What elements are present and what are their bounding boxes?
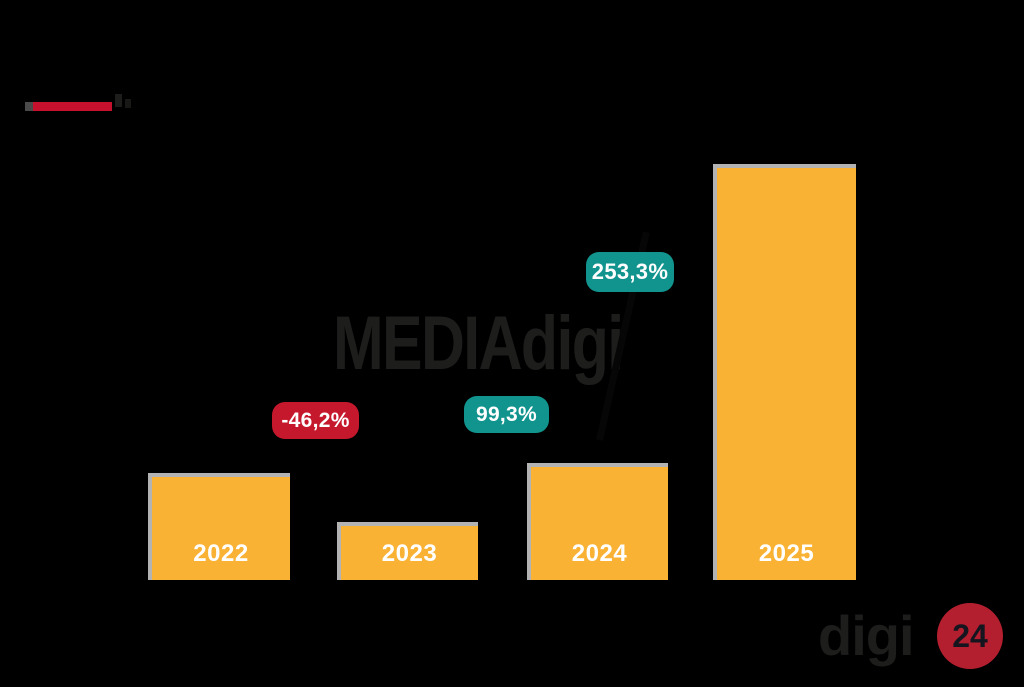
bar-2022: 2022 (148, 473, 290, 580)
bar-2024: 2024 (527, 463, 668, 580)
title-text-remnant (115, 94, 122, 107)
title-accent-underline (33, 102, 112, 111)
title-text-remnant (125, 99, 131, 108)
bar-2025: 2025 (713, 164, 856, 580)
title-accent-square (25, 102, 33, 111)
footer-brand-24-label: 24 (952, 617, 988, 654)
bar-label-2022: 2022 (193, 540, 249, 567)
watermark-logo: MEDIAdigi (333, 301, 624, 386)
bar-label-2023: 2023 (381, 540, 438, 567)
bar-2023: 2023 (337, 522, 478, 580)
bar-label-2024: 2024 (571, 540, 628, 567)
footer-brand-24-badge: 24 (937, 603, 1003, 669)
bar-label-2025: 2025 (758, 540, 815, 567)
change-badge-2024: 99,3% (464, 396, 549, 433)
footer-brand-text: digi (818, 604, 915, 667)
change-badge-2025: 253,3% (586, 252, 674, 292)
change-badge-2023: -46,2% (272, 402, 359, 439)
